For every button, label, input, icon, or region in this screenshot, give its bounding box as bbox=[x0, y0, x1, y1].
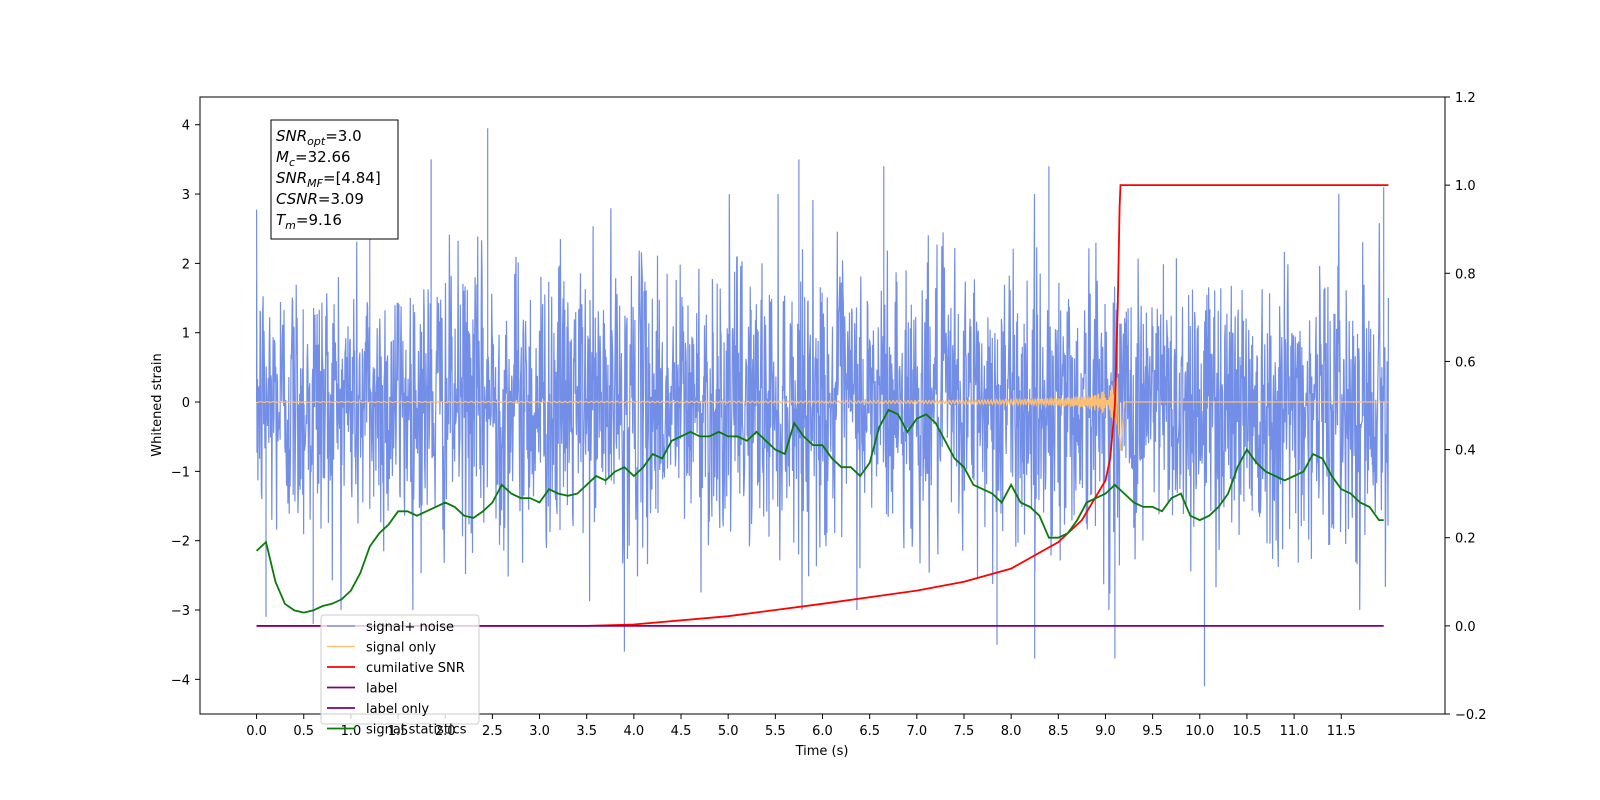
legend-label: label only bbox=[366, 702, 429, 717]
y2-tick-label: 1.2 bbox=[1455, 91, 1476, 106]
series-cumulative-snr bbox=[256, 184, 1389, 627]
y-axis-left: 4 3 2 1 0 −1 −2 −3 −4 bbox=[171, 119, 200, 688]
x-tick-label: 0.5 bbox=[293, 724, 314, 739]
y2-tick-label: 1.0 bbox=[1455, 179, 1476, 194]
legend-label: signal only bbox=[366, 641, 436, 656]
y2-tick-label: 0.8 bbox=[1455, 267, 1476, 282]
y2-tick-label: 0.4 bbox=[1455, 444, 1476, 459]
series-signal-statistics bbox=[255, 408, 1384, 614]
x-tick-label: 4.5 bbox=[671, 724, 692, 739]
series-signal-noise bbox=[256, 128, 1389, 687]
x-tick-label: 7.0 bbox=[906, 724, 927, 739]
y-tick-label: 2 bbox=[182, 257, 190, 272]
x-tick-label: 1.5 bbox=[388, 724, 409, 739]
x-tick-label: 4.0 bbox=[624, 724, 645, 739]
series-layer bbox=[255, 128, 1389, 687]
x-tick-label: 2.0 bbox=[435, 724, 456, 739]
x-tick-label: 3.0 bbox=[529, 724, 550, 739]
y-tick-label: 1 bbox=[182, 327, 190, 342]
y-tick-label: −3 bbox=[171, 604, 190, 619]
legend-label: signal+ noise bbox=[366, 620, 454, 635]
x-tick-label: 11.0 bbox=[1280, 724, 1309, 739]
stats-line: Tm=9.16 bbox=[276, 211, 342, 232]
x-tick-label: 0.0 bbox=[246, 724, 267, 739]
x-tick-label: 1.0 bbox=[341, 724, 362, 739]
x-tick-label: 5.5 bbox=[765, 724, 786, 739]
x-axis: 0.0 0.5 1.0 1.5 2.0 2.5 3.0 3.5 4.0 4.5 5.0 5.5 6.0 6… bbox=[246, 714, 1356, 739]
x-tick-label: 11.5 bbox=[1327, 724, 1356, 739]
x-tick-label: 9.0 bbox=[1095, 724, 1116, 739]
series-signal-only bbox=[256, 377, 1389, 451]
x-tick-label: 5.0 bbox=[718, 724, 739, 739]
x-tick-label: 6.0 bbox=[812, 724, 833, 739]
stats-line: SNRopt=3.0 bbox=[276, 127, 362, 148]
stats-line: SNRMF=[4.84] bbox=[276, 169, 381, 190]
legend-label: signal statistics bbox=[366, 723, 467, 738]
y-tick-label: −1 bbox=[171, 465, 190, 480]
y-axis-label: Whitened strain bbox=[150, 353, 165, 456]
x-tick-label: 10.5 bbox=[1232, 724, 1261, 739]
x-axis-label: Time (s) bbox=[795, 744, 849, 759]
stats-line: Mc=32.66 bbox=[276, 148, 351, 169]
y2-tick-label: −0.2 bbox=[1455, 708, 1487, 723]
x-tick-label: 10.0 bbox=[1185, 724, 1214, 739]
y-tick-label: −2 bbox=[171, 535, 190, 550]
stats-line: CSNR=3.09 bbox=[276, 190, 364, 208]
x-tick-label: 8.0 bbox=[1001, 724, 1022, 739]
y2-tick-label: 0.0 bbox=[1455, 620, 1476, 635]
y2-tick-label: 0.2 bbox=[1455, 532, 1476, 547]
x-tick-label: 8.5 bbox=[1048, 724, 1069, 739]
x-tick-label: 7.5 bbox=[954, 724, 975, 739]
y-tick-label: 3 bbox=[182, 188, 190, 203]
y-tick-label: 0 bbox=[182, 396, 190, 411]
y-axis-right: 1.2 1.0 0.8 0.6 0.4 0.2 0.0 −0.2 bbox=[1445, 91, 1487, 723]
legend: signal+ noise signal only cumilative SNR la… bbox=[320, 614, 480, 738]
y-tick-label: −4 bbox=[171, 673, 190, 688]
x-tick-label: 6.5 bbox=[859, 724, 880, 739]
y-tick-label: 4 bbox=[182, 119, 190, 134]
legend-label: label bbox=[366, 682, 397, 697]
x-tick-label: 3.5 bbox=[576, 724, 597, 739]
legend-label: cumilative SNR bbox=[366, 661, 465, 676]
x-tick-label: 2.5 bbox=[482, 724, 503, 739]
y2-tick-label: 0.6 bbox=[1455, 355, 1476, 370]
x-tick-label: 9.5 bbox=[1142, 724, 1163, 739]
